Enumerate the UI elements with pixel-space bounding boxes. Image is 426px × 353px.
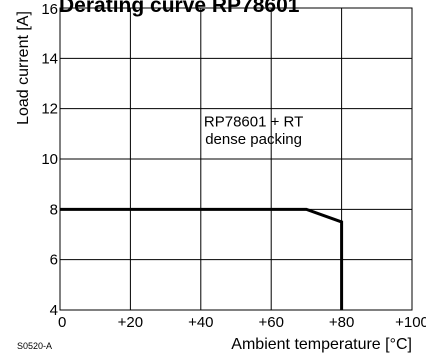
- x-tick-label: +40: [188, 314, 213, 331]
- x-tick-label: 0: [58, 314, 66, 331]
- grid: [59, 7, 413, 311]
- tick-labels: 0 +20 +40 +60 +80 +100 4 6 8 10 12 14 16: [41, 1, 426, 331]
- series-layer: [60, 207, 344, 310]
- annotation-1: dense packing: [205, 131, 302, 148]
- series-line-0: [60, 207, 344, 310]
- x-tick-label: +80: [329, 314, 354, 331]
- y-tick-label: 16: [41, 1, 58, 18]
- y-tick-label: 4: [50, 302, 58, 319]
- x-tick-label: +100: [395, 314, 426, 331]
- y-axis-label: Load current [A]: [15, 11, 32, 125]
- x-tick-label: +20: [118, 314, 143, 331]
- y-tick-label: 8: [50, 201, 58, 218]
- x-axis-label: Ambient temperature [°C]: [231, 336, 412, 353]
- annotation-0: RP78601 + RT: [204, 113, 303, 130]
- plot-frame: [59, 7, 413, 311]
- x-tick-label: +60: [258, 314, 283, 331]
- figure-id: S0520-A: [17, 341, 52, 351]
- y-tick-label: 14: [41, 50, 58, 67]
- y-tick-label: 10: [41, 151, 58, 168]
- y-tick-label: 6: [50, 252, 58, 269]
- chart-title: Derating curve RP78601: [59, 0, 300, 17]
- y-tick-label: 12: [41, 101, 58, 118]
